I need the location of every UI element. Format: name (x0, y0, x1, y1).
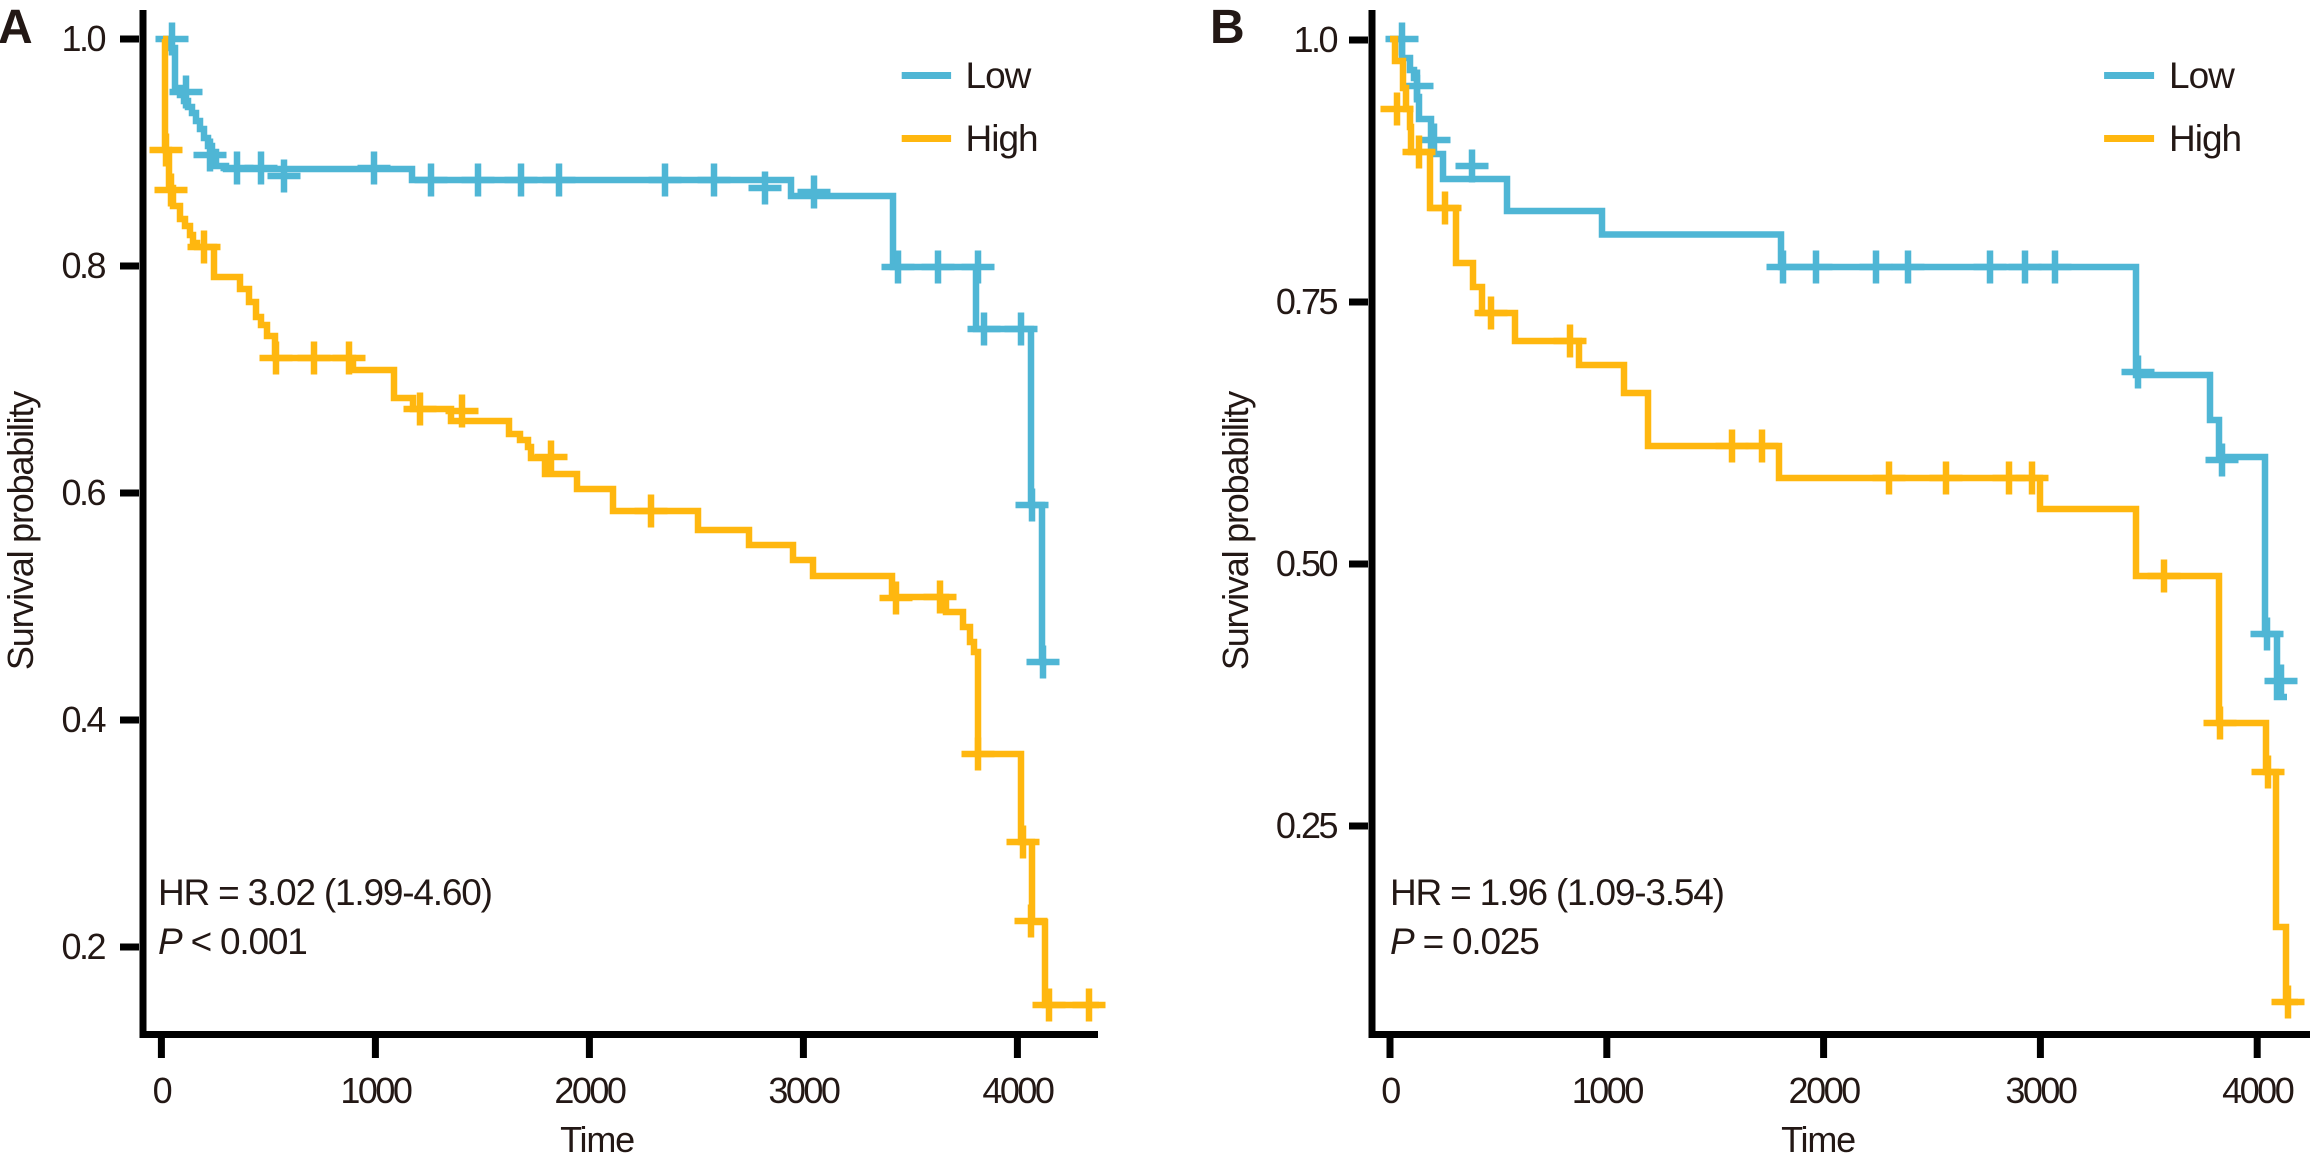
svg-text:HR = 1.96 (1.09-3.54): HR = 1.96 (1.09-3.54) (1390, 872, 1724, 913)
svg-text:High: High (966, 118, 1038, 159)
svg-text:1.0: 1.0 (1293, 19, 1337, 60)
svg-text:0.6: 0.6 (61, 472, 105, 513)
svg-text:4000: 4000 (2222, 1070, 2294, 1111)
svg-text:3000: 3000 (768, 1070, 840, 1111)
svg-text:Time: Time (1781, 1119, 1855, 1160)
svg-text:2000: 2000 (1789, 1070, 1861, 1111)
svg-text:3000: 3000 (2005, 1070, 2077, 1111)
svg-text:0: 0 (153, 1070, 172, 1111)
svg-text:High: High (2169, 118, 2241, 159)
svg-text:1.0: 1.0 (61, 18, 105, 59)
svg-text:2000: 2000 (554, 1070, 626, 1111)
svg-text:Low: Low (2169, 55, 2235, 96)
svg-text:Time: Time (560, 1119, 634, 1160)
svg-text:0.25: 0.25 (1276, 805, 1338, 846)
svg-text:P < 0.001: P < 0.001 (158, 921, 307, 962)
svg-text:1000: 1000 (1572, 1070, 1644, 1111)
svg-text:0.4: 0.4 (61, 699, 105, 740)
svg-text:A: A (0, 1, 33, 54)
svg-text:4000: 4000 (982, 1070, 1054, 1111)
svg-text:0: 0 (1381, 1070, 1400, 1111)
svg-text:0.75: 0.75 (1276, 281, 1338, 322)
svg-text:P = 0.025: P = 0.025 (1390, 921, 1539, 962)
svg-text:Low: Low (966, 55, 1032, 96)
svg-text:Survival probability: Survival probability (1215, 391, 1256, 670)
svg-text:0.50: 0.50 (1276, 543, 1338, 584)
svg-text:1000: 1000 (340, 1070, 412, 1111)
svg-text:B: B (1210, 1, 1245, 54)
svg-text:HR = 3.02 (1.99-4.60): HR = 3.02 (1.99-4.60) (158, 872, 492, 913)
svg-text:Survival probability: Survival probability (0, 391, 41, 670)
svg-text:0.2: 0.2 (61, 926, 105, 967)
svg-text:0.8: 0.8 (61, 245, 105, 286)
